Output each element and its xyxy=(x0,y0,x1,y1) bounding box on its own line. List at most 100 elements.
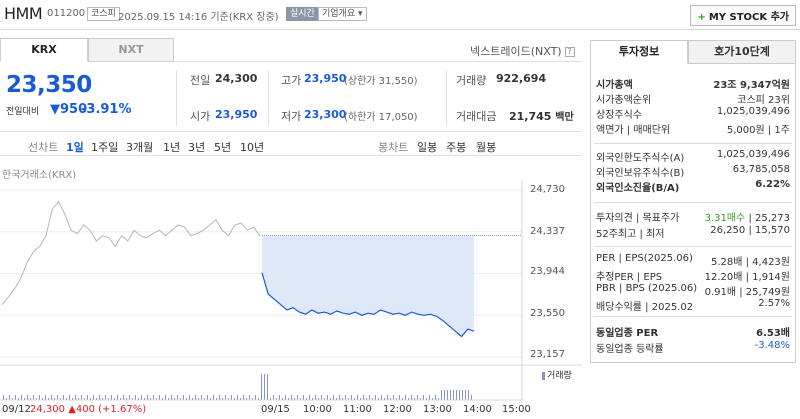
invest-row-value: 2.57% xyxy=(758,298,790,309)
volume-bar xyxy=(207,395,208,400)
volume-bar xyxy=(306,398,307,400)
volume-bar xyxy=(297,395,298,400)
candle-weekly[interactable]: 주봉 xyxy=(446,141,467,154)
x-tick: 13:00 xyxy=(423,404,452,415)
volume-bar xyxy=(60,398,61,400)
invest-row-label[interactable]: 동일업종 등락률 xyxy=(596,344,664,355)
volume-bar xyxy=(36,398,37,400)
period-3y[interactable]: 3년 xyxy=(188,141,206,154)
candle-chart-label: 봉차트 xyxy=(378,141,409,154)
volume-bar xyxy=(72,398,73,400)
invest-row-value-text: 5.28배 | 4,423원 xyxy=(710,257,790,268)
invest-row-value: 5,000원 | 1주 xyxy=(727,121,790,136)
volume-bar xyxy=(51,395,52,400)
volume-label: 거래량 xyxy=(456,74,487,87)
volume-bar xyxy=(114,398,115,400)
volume-bar xyxy=(246,398,247,400)
period-1y[interactable]: 1년 xyxy=(163,141,181,154)
volume-bar xyxy=(249,395,250,400)
quote-divider xyxy=(268,70,269,126)
volume-bar xyxy=(102,398,103,400)
period-5y[interactable]: 5년 xyxy=(214,141,232,154)
x-tick: 12:00 xyxy=(383,404,412,415)
tab-krx[interactable]: KRX xyxy=(0,38,88,62)
header-divider xyxy=(0,29,800,30)
volume-bar xyxy=(87,395,88,400)
volume-bar xyxy=(315,395,316,400)
volume-bar xyxy=(270,398,271,400)
volume-bar xyxy=(15,395,16,400)
volume-bar xyxy=(279,395,280,400)
x-tick: 14:00 xyxy=(463,404,492,415)
nextrade-link[interactable]: 넥스트레이드(NXT)? xyxy=(470,43,575,59)
volume-bar xyxy=(42,398,43,400)
period-10y[interactable]: 10년 xyxy=(240,141,265,154)
chart-source: 한국거래소(KRX) xyxy=(2,170,77,181)
help-icon[interactable]: ? xyxy=(564,47,575,57)
company-overview-dropdown[interactable]: 기업개요 ▾ xyxy=(318,7,367,21)
volume-bar xyxy=(459,390,460,400)
volume-bar xyxy=(213,395,214,400)
invest-row-value-text: 5,000원 | 1주 xyxy=(726,125,790,136)
volume-bar xyxy=(327,395,328,400)
volume-bar xyxy=(345,395,346,400)
invest-row-label: 외국인보유주식수(B) xyxy=(596,168,685,179)
volume-bar xyxy=(435,395,436,400)
candle-daily[interactable]: 일봉 xyxy=(417,141,438,154)
invest-row-value: 1,025,039,496 xyxy=(717,149,790,160)
intraday-chart[interactable] xyxy=(0,176,582,419)
volume-bar xyxy=(216,398,217,400)
invest-row-value-text: 6.53배 xyxy=(756,328,790,339)
volume-bar xyxy=(54,398,55,400)
volume-bar xyxy=(276,398,277,400)
invest-row-value-text: -3.48% xyxy=(754,340,790,351)
volume-bar xyxy=(267,374,268,400)
tab-nxt[interactable]: NXT xyxy=(88,38,174,62)
period-1d[interactable]: 1일 xyxy=(66,141,84,154)
volume-bar xyxy=(144,398,145,400)
volume-bar xyxy=(261,374,262,400)
tab-invest-info[interactable]: 투자정보 xyxy=(590,40,688,64)
candle-monthly[interactable]: 월봉 xyxy=(476,141,497,154)
invest-row-label: 52주최고 | 최저 xyxy=(596,229,665,240)
volume-bar xyxy=(129,395,130,400)
volume-bar xyxy=(375,395,376,400)
volume-bar xyxy=(48,398,49,400)
volume-bar xyxy=(282,398,283,400)
low-value: 23,300 xyxy=(304,108,347,121)
realtime-badge[interactable]: 실시간 xyxy=(286,7,319,21)
volume-bar xyxy=(258,398,259,400)
invest-row-label: PER | EPS(2025.06) xyxy=(596,253,693,264)
volume-bar xyxy=(339,395,340,400)
period-1w[interactable]: 1주일 xyxy=(91,141,119,154)
invest-row-value: -3.48% xyxy=(755,340,790,351)
invest-row-value: 1,025,039,496 xyxy=(717,106,790,117)
invest-row-value-text: 코스피 23위 xyxy=(737,95,790,106)
volume-bar xyxy=(399,395,400,400)
period-3m[interactable]: 3개월 xyxy=(126,141,154,154)
volume-bar xyxy=(303,395,304,400)
invest-row-label: 외국인한도주식수(A) xyxy=(596,153,685,164)
volume-bar xyxy=(309,395,310,400)
tab-orderbook[interactable]: 호가10단계 xyxy=(688,40,796,64)
invest-row-value: 3.31매수 | 25,273 xyxy=(705,209,790,224)
volume-bar xyxy=(411,395,412,400)
volume-bar xyxy=(312,398,313,400)
x-tick: 11:00 xyxy=(343,404,372,415)
volume-bar xyxy=(198,398,199,400)
volume-bar xyxy=(138,398,139,400)
period-bar-bottom-border xyxy=(0,155,582,156)
invest-row-value-text: | 25,273 xyxy=(748,213,790,224)
today-area xyxy=(262,235,474,337)
invest-row-label: PBR | BPS (2025.06) xyxy=(596,283,698,294)
volume-bar xyxy=(321,395,322,400)
volume-bar xyxy=(414,398,415,400)
change-amount: 950 xyxy=(60,102,88,117)
volume-bar xyxy=(324,398,325,400)
invest-row-value-text: 1,025,039,496 xyxy=(716,106,790,117)
add-my-stock-button[interactable]: + MY STOCK 추가 xyxy=(690,5,796,26)
invest-row-label[interactable]: 동일업종 PER xyxy=(596,328,659,339)
invest-row-value-text: 6.22% xyxy=(755,179,790,190)
lower-limit: (하한가 17,050) xyxy=(344,112,418,123)
volume-bar xyxy=(186,398,187,400)
